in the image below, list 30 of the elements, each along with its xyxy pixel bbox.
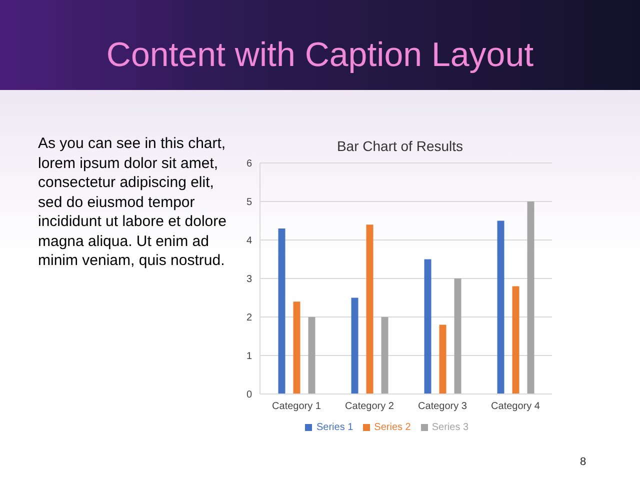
x-tick-label: Category 2 bbox=[345, 401, 394, 412]
x-tick-label: Category 3 bbox=[418, 401, 468, 412]
y-tick-label: 0 bbox=[246, 390, 252, 401]
bar bbox=[424, 259, 432, 394]
bar bbox=[293, 302, 300, 394]
bar bbox=[351, 298, 358, 394]
bar bbox=[454, 278, 462, 394]
x-tick-label: Category 1 bbox=[272, 401, 322, 412]
bar bbox=[497, 220, 504, 394]
y-tick-label: 6 bbox=[246, 158, 252, 170]
legend-label: Series 3 bbox=[432, 422, 469, 433]
y-tick-label: 1 bbox=[246, 351, 252, 362]
bar bbox=[527, 202, 534, 394]
bar bbox=[439, 324, 446, 394]
legend-label: Series 2 bbox=[374, 422, 411, 433]
y-tick-label: 3 bbox=[246, 274, 252, 286]
chart-title: Bar Chart of Results bbox=[336, 138, 464, 154]
y-tick-label: 5 bbox=[246, 197, 252, 208]
y-tick-label: 4 bbox=[246, 236, 252, 247]
bar bbox=[278, 228, 286, 394]
x-tick-label: Category 4 bbox=[491, 401, 540, 412]
bar bbox=[308, 317, 316, 394]
legend-label: Series 1 bbox=[316, 422, 354, 433]
text: 8 bbox=[580, 456, 586, 468]
bar bbox=[512, 286, 520, 394]
bar bbox=[381, 317, 388, 394]
bar bbox=[366, 224, 374, 394]
y-tick-label: 2 bbox=[246, 312, 252, 324]
text: Content with Caption Layout bbox=[105, 36, 535, 75]
text: As you can see in this chart, lorem ipsum dolor sit amet, consectetur adipiscing elit, sed do eiusmod tempor incididunt ut labore et dolore magna aliqua. Ut enim ad minim veniam, quis nostrud. bbox=[38, 134, 228, 270]
